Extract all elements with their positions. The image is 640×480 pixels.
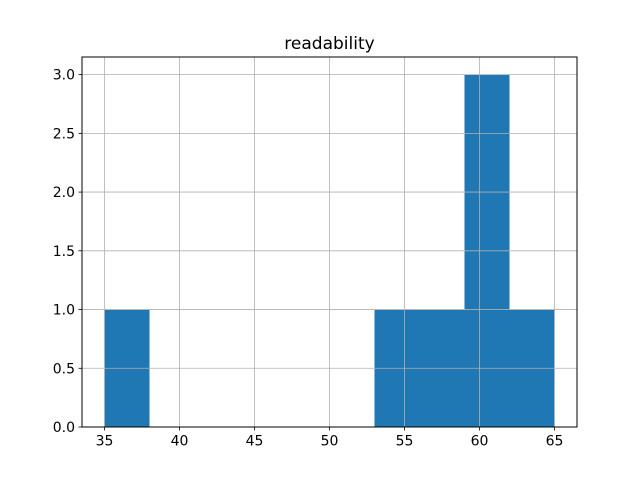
y-tick-label: 2.5 xyxy=(53,126,75,142)
y-tick-label: 1.0 xyxy=(53,303,75,319)
x-tick-label: 65 xyxy=(546,434,564,450)
y-tick-label: 1.5 xyxy=(53,244,75,260)
x-tick-label: 40 xyxy=(171,434,189,450)
x-tick-label: 55 xyxy=(396,434,414,450)
y-tick-label: 0.0 xyxy=(53,420,75,436)
y-tick-label: 3.0 xyxy=(53,68,75,84)
chart-title: readability xyxy=(284,34,374,54)
ticks-layer xyxy=(78,74,555,431)
x-tick-label: 60 xyxy=(471,434,489,450)
tick-labels-layer: 35 40 45 50 55 60 65 0.0 0.5 1.0 1.5 2.0 2.5 3.0 xyxy=(53,68,564,450)
y-tick-label: 2.0 xyxy=(53,185,75,201)
x-tick-label: 45 xyxy=(246,434,264,450)
x-tick-label: 35 xyxy=(96,434,114,450)
x-tick-label: 50 xyxy=(321,434,339,450)
y-tick-label: 0.5 xyxy=(53,361,75,377)
